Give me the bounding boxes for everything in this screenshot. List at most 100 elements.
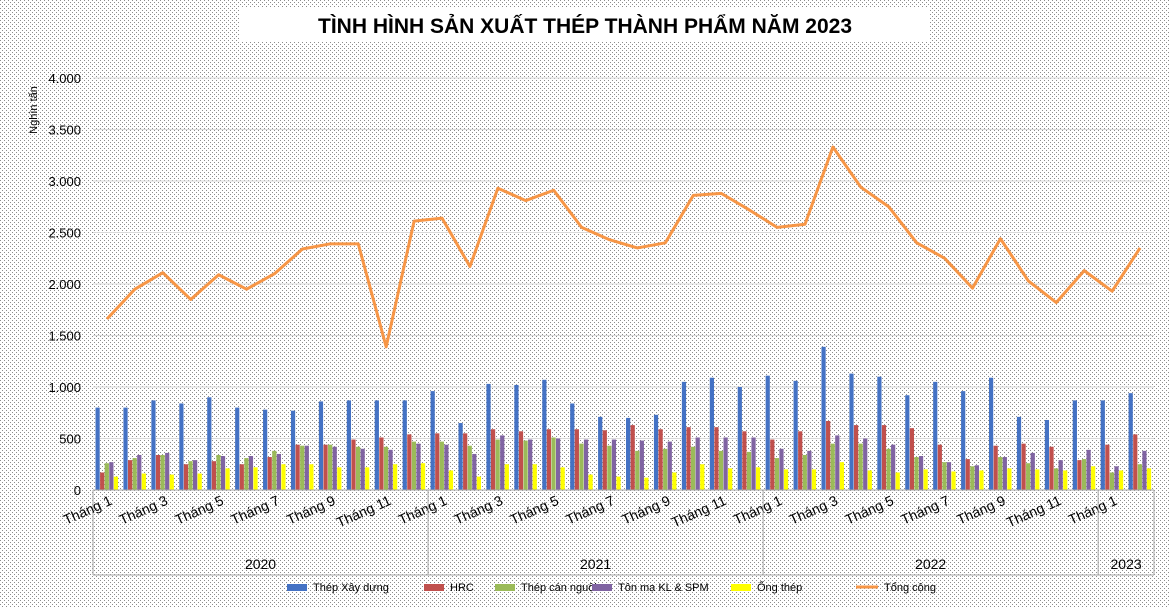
bar [300,445,305,490]
bar [388,449,393,490]
bar [416,443,421,490]
bar [1035,469,1040,490]
bar [253,467,258,490]
bar [304,445,309,490]
bar [220,456,226,490]
bar [1053,468,1059,490]
bar [979,470,984,490]
bar [798,431,803,490]
bar [658,429,663,490]
bar [1133,434,1138,490]
bar [463,433,468,490]
bar [616,476,621,490]
bar [551,437,556,490]
bar [700,464,705,490]
bar [1063,470,1068,490]
bar [351,439,356,490]
bar [588,474,593,490]
bar [863,438,868,490]
bar [248,456,254,490]
bar [328,444,333,490]
bar [183,464,189,490]
bar [630,425,635,490]
chart-title: TÌNH HÌNH SẢN XUẤT THÉP THÀNH PHẨM NĂM 2… [318,15,852,38]
bar [737,387,742,490]
bar [165,452,170,490]
bar [100,472,105,490]
bar [393,464,398,490]
legend-label: Tôn mạ KL & SPM [618,582,709,594]
bar [667,441,672,490]
bar [611,439,617,490]
bar [109,462,114,490]
bar [961,391,966,490]
bar [281,464,286,490]
legend-swatch [731,584,751,591]
bar [267,457,272,490]
bar [793,380,798,490]
bar [672,472,677,490]
bar [1002,457,1007,490]
bar [877,376,882,490]
legend-swatch [424,584,444,591]
bar [905,395,910,490]
bar [626,417,631,490]
bar [151,400,156,490]
y-tick-label: 2.500 [48,226,81,241]
bar [909,428,915,490]
bar [946,462,952,490]
bar [383,446,389,490]
year-label: 2023 [1111,556,1142,572]
y-tick-label: 4.000 [48,71,81,86]
bar [407,434,412,490]
bar [988,377,994,490]
bar [653,414,659,490]
bar [95,407,100,490]
y-tick-label: 0 [74,483,81,498]
bar [155,454,161,490]
bar [318,401,324,490]
bar [290,410,296,490]
legend-label: Thép cán nguội [521,582,597,594]
bar [216,454,221,490]
bar [807,450,812,490]
bar [1077,460,1082,490]
bar [923,469,928,490]
legend-swatch [592,584,612,591]
bar [1091,466,1096,490]
y-tick-label: 1.000 [48,380,81,395]
legend-swatch [495,584,515,591]
bar [937,444,942,490]
bar [570,403,575,490]
bar [379,437,384,490]
bar [402,400,407,490]
bar [853,425,859,490]
bar [663,448,668,490]
bar [1058,460,1063,490]
y-tick-label: 3.000 [48,174,81,189]
bar [239,464,244,490]
bar [169,474,174,490]
bar [448,470,454,490]
y-tick-label: 500 [59,432,81,447]
bar [1044,419,1050,490]
bar [225,468,230,490]
bar [495,439,500,490]
bar [486,383,491,490]
bar [272,450,277,490]
bar [779,448,784,490]
bar [1109,472,1115,490]
bar [821,346,826,490]
bar [113,476,119,490]
bar [332,446,337,490]
legend-swatch [287,584,307,591]
y-tick-label: 1.500 [48,329,81,344]
bar [514,384,519,490]
bar [695,437,700,490]
bar [355,446,361,490]
bar [458,423,463,490]
bar [886,448,891,490]
bar [276,453,281,490]
bar [881,425,887,490]
